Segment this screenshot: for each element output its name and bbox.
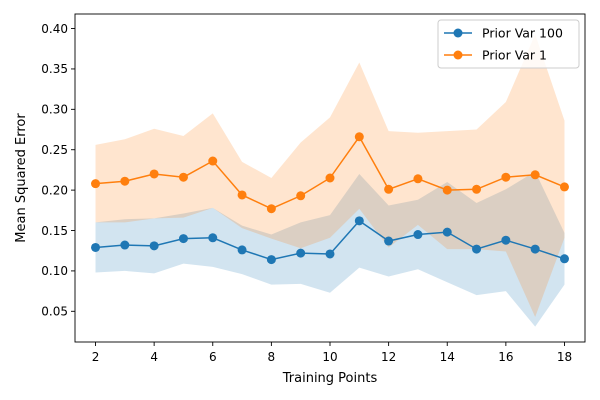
point-prior-var-1	[442, 185, 452, 195]
point-prior-var-100	[442, 227, 452, 237]
x-tick-label: 18	[557, 350, 572, 364]
point-prior-var-100	[237, 245, 247, 255]
y-tick-label: 0.30	[41, 103, 68, 117]
x-tick-label: 6	[209, 350, 217, 364]
x-tick-label: 12	[381, 350, 396, 364]
point-prior-var-100	[149, 241, 159, 251]
legend-label-prior-var-100: Prior Var 100	[482, 26, 563, 41]
y-tick-label: 0.05	[41, 305, 68, 319]
legend-label-prior-var-1: Prior Var 1	[482, 48, 547, 63]
point-prior-var-100	[266, 255, 276, 265]
point-prior-var-100	[208, 233, 218, 243]
y-axis-ticks: 0.05 0.10 0.15 0.20 0.25 0.30 0.35 0.40	[41, 22, 75, 319]
point-prior-var-1	[91, 179, 101, 189]
legend-entry-1: Prior Var 1	[444, 48, 547, 63]
x-tick-label: 8	[268, 350, 276, 364]
point-prior-var-100	[501, 235, 511, 245]
point-prior-var-100	[296, 248, 306, 258]
point-prior-var-1	[120, 176, 130, 186]
point-prior-var-100	[91, 242, 101, 252]
x-tick-label: 4	[150, 350, 158, 364]
point-prior-var-100	[472, 244, 482, 254]
legend-box	[437, 19, 580, 69]
point-prior-var-1	[413, 174, 423, 184]
x-tick-label: 16	[498, 350, 513, 364]
point-prior-var-1	[384, 184, 394, 194]
legend: Prior Var 100 Prior Var 1	[437, 19, 580, 69]
y-tick-label: 0.20	[41, 183, 68, 197]
y-tick-label: 0.40	[41, 22, 68, 36]
x-tick-label: 2	[92, 350, 100, 364]
y-axis-label: Mean Squared Error	[14, 113, 29, 243]
x-tick-label: 14	[440, 350, 455, 364]
point-prior-var-100	[354, 216, 364, 226]
point-prior-var-1	[208, 156, 218, 166]
point-prior-var-100	[178, 234, 188, 244]
point-prior-var-1	[149, 169, 159, 179]
point-prior-var-100	[120, 240, 130, 250]
x-tick-label: 10	[322, 350, 337, 364]
point-prior-var-1	[559, 182, 569, 192]
point-prior-var-1	[178, 172, 188, 182]
legend-marker-prior-var-1	[453, 50, 463, 60]
point-prior-var-1	[296, 191, 306, 201]
y-tick-label: 0.10	[41, 264, 68, 278]
point-prior-var-100	[325, 249, 335, 259]
y-tick-label: 0.35	[41, 62, 68, 76]
y-tick-label: 0.15	[41, 224, 68, 238]
point-prior-var-1	[530, 170, 540, 180]
point-prior-var-1	[472, 184, 482, 194]
point-prior-var-1	[354, 132, 364, 142]
point-prior-var-100	[413, 230, 423, 240]
legend-entry-0: Prior Var 100	[444, 26, 563, 41]
point-prior-var-1	[266, 204, 276, 214]
band-prior-var-100	[95, 171, 565, 327]
y-tick-label: 0.25	[41, 143, 68, 157]
point-prior-var-1	[237, 190, 247, 200]
series-markers	[91, 132, 569, 265]
point-prior-var-100	[384, 236, 394, 246]
legend-marker-prior-var-100	[453, 28, 463, 38]
point-prior-var-100	[559, 254, 569, 264]
x-axis-label: Training Points	[282, 371, 378, 386]
point-prior-var-1	[501, 172, 511, 182]
point-prior-var-1	[325, 173, 335, 183]
x-axis-ticks: 2 4 6 8 10 12 14 16 18	[92, 342, 572, 364]
point-prior-var-100	[530, 244, 540, 254]
